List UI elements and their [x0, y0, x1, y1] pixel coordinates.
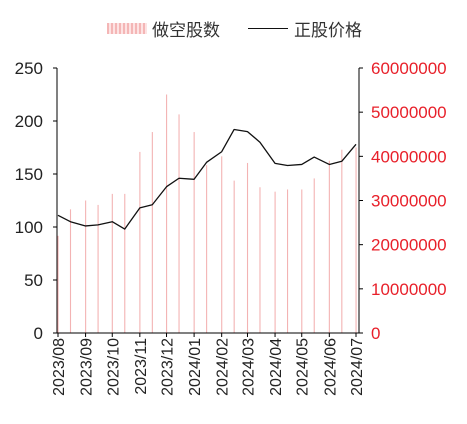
bar-20 — [313, 178, 315, 333]
bar-1 — [57, 235, 59, 333]
left-tick-label-2: 100 — [15, 218, 43, 237]
bar-3 — [85, 200, 87, 333]
right-tick-label-1: 10000000 — [371, 280, 447, 299]
bar-19 — [301, 189, 303, 333]
x-tick-label-6: 2024/02 — [215, 338, 232, 396]
bar-14 — [233, 180, 235, 334]
left-tick-label-1: 50 — [24, 271, 43, 290]
right-tick-label-3: 30000000 — [371, 192, 447, 211]
right-tick-label-0: 0 — [371, 324, 380, 343]
x-tick-label-0: 2023/08 — [51, 338, 68, 396]
left-tick-label-3: 150 — [15, 165, 43, 184]
left-tick-label-5: 250 — [15, 59, 43, 78]
x-tick-label-11: 2024/07 — [349, 338, 366, 396]
right-tick-label-6: 60000000 — [371, 59, 447, 78]
x-tick-label-1: 2023/09 — [79, 338, 96, 396]
bar-16 — [259, 187, 261, 333]
right-tick-label-4: 40000000 — [371, 147, 447, 166]
legend-item-short-shares: 做空股数 — [107, 16, 220, 41]
left-tick-label-0: 0 — [34, 324, 43, 343]
bar-4 — [97, 204, 99, 333]
legend-label-short-shares: 做空股数 — [152, 21, 220, 41]
x-tick-label-3: 2023/11 — [133, 338, 150, 395]
x-tick-label-8: 2024/04 — [268, 338, 285, 396]
bar-6 — [124, 193, 126, 334]
price-line — [57, 128, 357, 230]
x-tick-label-4: 2023/12 — [160, 338, 177, 396]
x-tick-label-9: 2024/05 — [295, 338, 312, 396]
bar-23 — [355, 147, 357, 333]
bar-12 — [206, 165, 208, 333]
right-tick-label-2: 20000000 — [371, 236, 447, 255]
x-tick-label-10: 2024/06 — [322, 338, 339, 396]
legend-item-stock-price: 正股价格 — [248, 16, 362, 41]
bar-8 — [151, 132, 153, 333]
x-tick-label-5: 2024/01 — [187, 338, 204, 396]
bar-2 — [69, 209, 72, 333]
bar-series — [57, 94, 357, 334]
bar-15 — [246, 162, 249, 333]
legend: 做空股数 正股价格 — [0, 16, 467, 41]
bar-17 — [274, 191, 276, 333]
bar-13 — [221, 156, 223, 333]
bar-7 — [139, 151, 141, 333]
x-axis-ticks: 2023/08 2023/09 2023/10 2023/11 2023/12 2024/… — [51, 333, 366, 396]
bar-11 — [193, 132, 195, 333]
right-tick-label-5: 50000000 — [371, 103, 447, 122]
left-tick-label-4: 200 — [15, 112, 43, 131]
legend-bar-swatch — [107, 23, 147, 34]
x-tick-label-7: 2024/03 — [240, 338, 257, 396]
right-axis-ticks: 0 10000000 20000000 30000000 40000000 5000000… — [359, 59, 447, 343]
legend-label-stock-price: 正股价格 — [294, 21, 362, 41]
bar-22 — [341, 149, 343, 333]
bar-18 — [287, 189, 289, 333]
bar-5 — [111, 193, 113, 334]
left-axis-ticks: 0 50 100 150 200 250 — [15, 59, 57, 343]
bar-10 — [178, 114, 180, 334]
legend-line-swatch — [248, 28, 288, 29]
bar-9 — [166, 94, 168, 333]
bar-21 — [328, 160, 330, 333]
x-tick-label-2: 2023/10 — [105, 338, 122, 396]
